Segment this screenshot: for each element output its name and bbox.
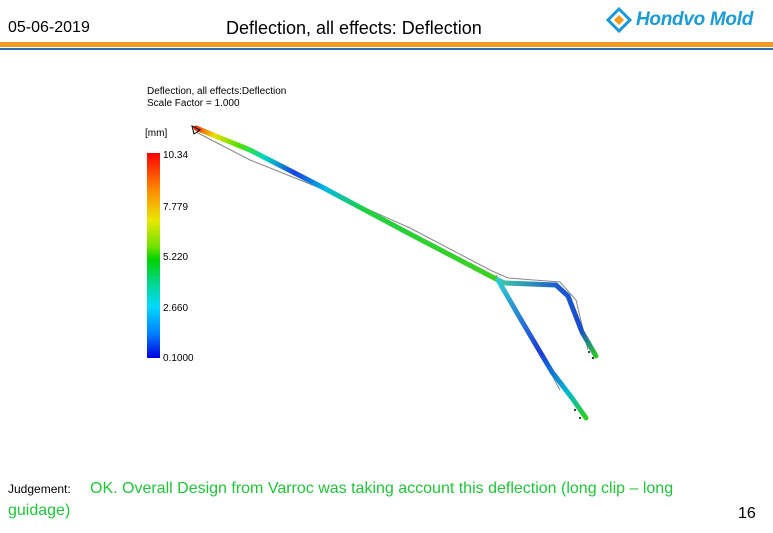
header-rule-orange [0, 42, 773, 47]
plot-title-line2: Scale Factor = 1.000 [147, 98, 240, 109]
logo-text: Hondvo Mold [636, 9, 754, 30]
plot-title: Deflection, all effects:Deflection Scale… [147, 86, 286, 110]
plot-title-line1: Deflection, all effects:Deflection [147, 86, 287, 97]
legend-tick-min: 0.1000 [163, 353, 194, 364]
slide-header: 05-06-2019 Deflection, all effects: Defl… [0, 0, 773, 42]
model-markers [191, 125, 594, 419]
deformed-part [193, 125, 599, 421]
legend-tick-3: 5.220 [163, 252, 189, 263]
legend-unit: [mm] [145, 128, 168, 139]
legend-tick-2: 7.779 [163, 202, 189, 213]
logo-mark-icon [606, 7, 632, 33]
legend-tick-4: 2.660 [163, 303, 189, 314]
slide-date: 05-06-2019 [8, 19, 90, 36]
legend-tick-max: 10.34 [163, 150, 189, 161]
header-rule-blue [0, 48, 773, 50]
undeformed-outline [195, 131, 589, 391]
slide-title: Deflection, all effects: Deflection [226, 18, 482, 38]
page-number: 16 [738, 505, 756, 522]
judgement-text: OK. Overall Design from Varroc was takin… [8, 480, 674, 519]
legend-color-bar [147, 153, 160, 358]
company-logo: Hondvo Mold [606, 6, 753, 34]
judgement-label: Judgement: [8, 482, 71, 496]
